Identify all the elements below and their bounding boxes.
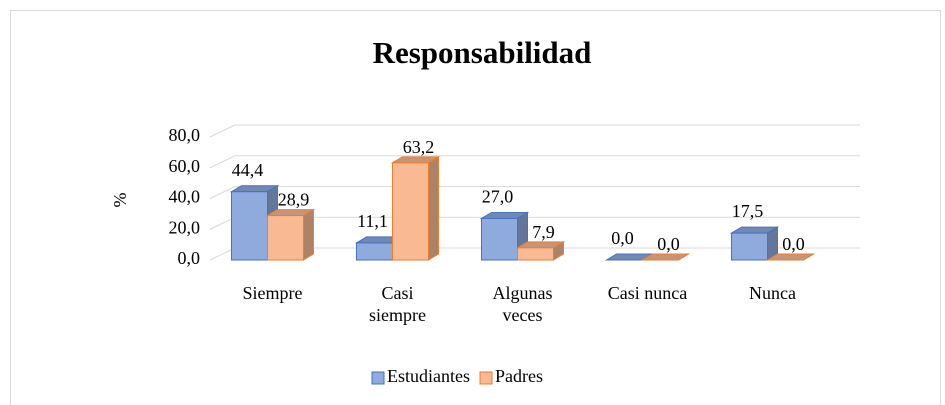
bar-front [517, 247, 554, 261]
data-label: 0,0 [657, 234, 680, 254]
legend-swatch [479, 371, 493, 385]
bar-front [231, 191, 268, 261]
data-label: 0,0 [782, 234, 805, 254]
grid-line [209, 124, 860, 138]
y-tick-label: 60,0 [169, 156, 201, 176]
bar [765, 253, 816, 261]
data-label: 0,0 [611, 228, 634, 248]
y-tick-label: 40,0 [169, 187, 201, 207]
bar-front [731, 232, 768, 261]
bar [640, 253, 691, 261]
x-tick-label: Siempre [242, 283, 303, 303]
data-label: 7,9 [532, 222, 555, 242]
bar-front [267, 215, 304, 261]
chart-frame [10, 10, 941, 405]
grid-line [209, 155, 860, 169]
bar [729, 226, 780, 261]
x-tick-label: Casi siempre [369, 283, 426, 325]
bar-side [428, 155, 439, 261]
bar [390, 155, 441, 261]
data-label: 27,0 [482, 187, 514, 207]
bar-front [481, 217, 518, 261]
legend-swatch [371, 371, 385, 385]
bar-front [392, 162, 429, 261]
legend-label: Padres [495, 366, 543, 386]
data-label: 63,2 [403, 137, 435, 157]
y-tick-label: 80,0 [169, 125, 201, 145]
bar-top [765, 253, 816, 261]
y-tick-label: 20,0 [169, 217, 201, 237]
data-label: 28,9 [278, 190, 310, 210]
x-tick-label: Nunca [749, 283, 796, 303]
data-label: 44,4 [232, 160, 264, 180]
data-label: 11,1 [357, 211, 388, 231]
bar [265, 208, 316, 261]
chart-title: Responsabilidad [373, 35, 592, 70]
data-label: 17,5 [732, 201, 764, 221]
bar-front [356, 242, 393, 261]
legend-label: Estudiantes [387, 366, 470, 386]
bar-top [640, 253, 691, 261]
bar [515, 240, 566, 261]
y-tick-label: 0,0 [178, 248, 201, 268]
x-tick-label: Casi nunca [607, 283, 688, 303]
y-axis-label: % [110, 193, 130, 208]
x-tick-label: Algunas veces [492, 283, 553, 325]
grid-line [209, 186, 860, 199]
bar-side [303, 208, 314, 261]
